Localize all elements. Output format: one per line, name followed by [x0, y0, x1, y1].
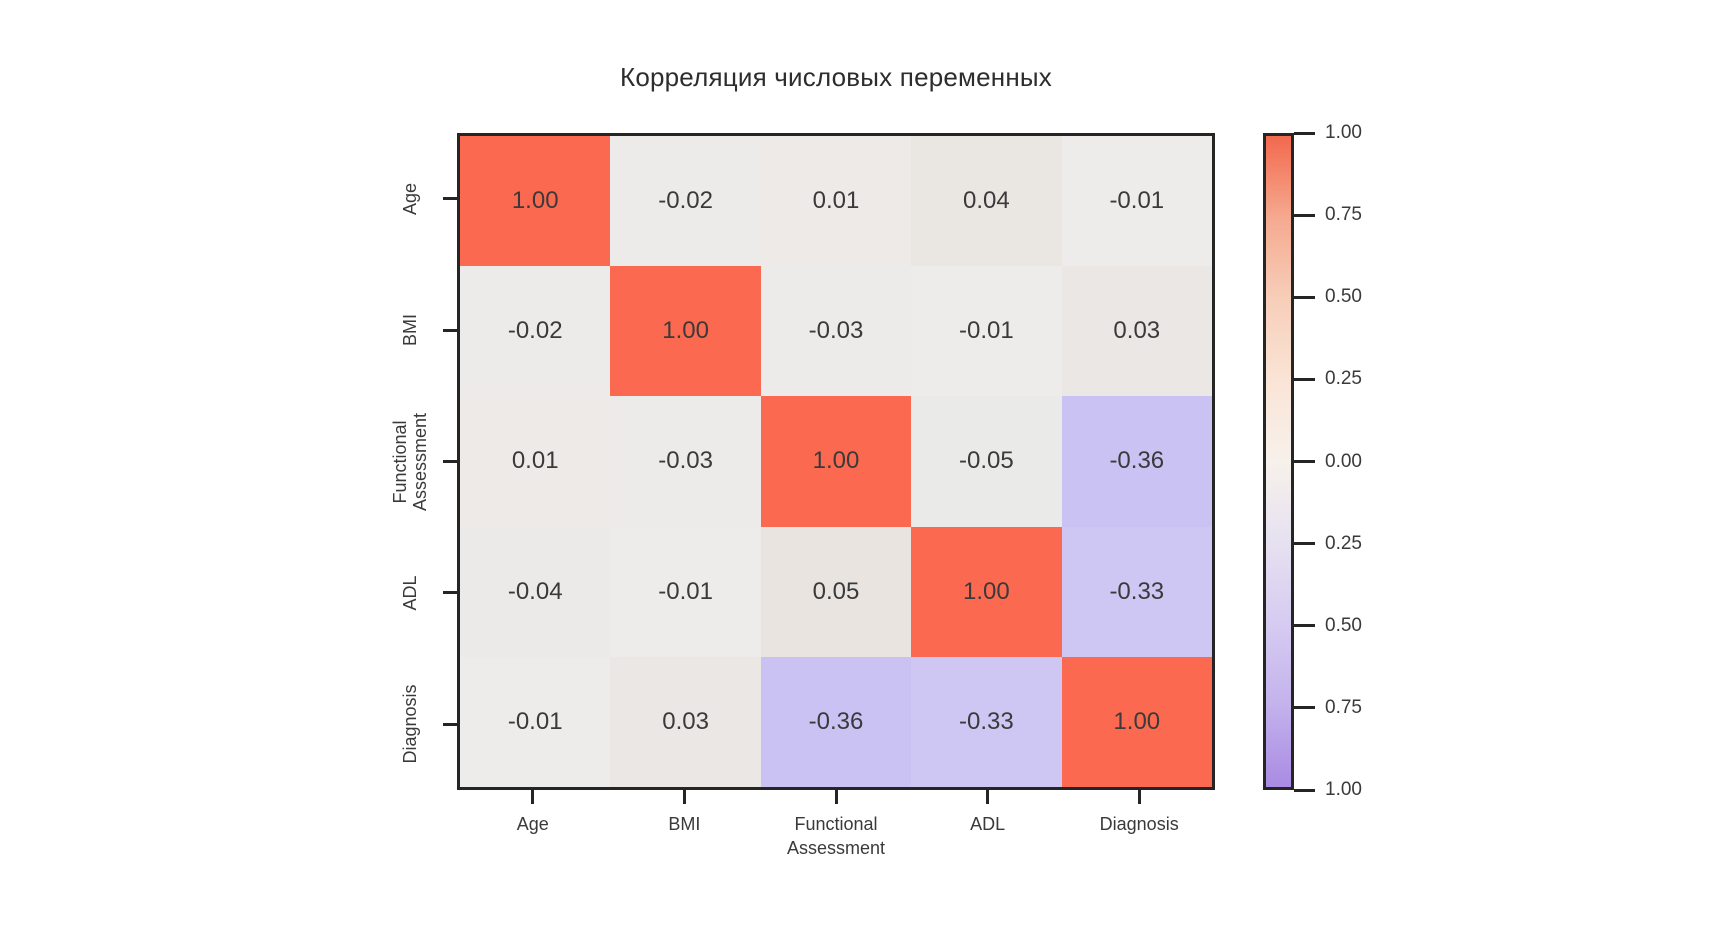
x-axis-tick: [682, 790, 686, 804]
heatmap-cell: -0.36: [1061, 396, 1212, 527]
heatmap-cell: -0.33: [911, 656, 1062, 787]
x-axis-label: ADL: [970, 814, 1006, 834]
y-axis-label: Age: [400, 182, 420, 215]
colorbar-tick: [1294, 788, 1315, 792]
colorbar-gradient: [1266, 136, 1291, 787]
heatmap-cell: -0.01: [460, 656, 611, 787]
x-axis-label: Diagnosis: [1099, 814, 1179, 834]
heatmap-cell: 1.00: [610, 266, 761, 397]
heatmap-cell: 0.05: [760, 526, 912, 657]
x-axis-tick: [1137, 790, 1141, 804]
y-axis-tick: [443, 591, 457, 595]
x-axis-tick: [834, 790, 838, 804]
heatmap-cell: 0.03: [610, 656, 761, 787]
heatmap-grid: 1.00 -0.02 0.01 0.04 -0.01 -0.02 1.00 -0.03 -0.0…: [460, 136, 1212, 787]
y-axis-label: ADL: [400, 575, 420, 611]
heatmap-cell: -0.05: [911, 396, 1062, 527]
colorbar-tick: [1294, 131, 1315, 135]
colorbar-tick-label: 0.75: [1325, 204, 1362, 226]
x-axis-tick: [986, 790, 990, 804]
colorbar-tick: [1294, 542, 1315, 546]
heatmap-cell: 0.01: [460, 396, 611, 527]
colorbar-tick-label: 0.50: [1325, 286, 1362, 308]
colorbar-tick: [1294, 460, 1315, 463]
y-axis-label: Diagnosis: [400, 684, 420, 764]
y-axis-tick: [443, 197, 457, 201]
heatmap-cell: -0.01: [610, 526, 761, 657]
x-axis-label: BMI: [668, 814, 701, 834]
heatmap-cell: 0.03: [1061, 266, 1212, 397]
colorbar-tick: [1294, 706, 1315, 710]
heatmap-cell: -0.03: [610, 396, 761, 527]
y-axis-tick: [443, 722, 457, 726]
colorbar-tick-label: 0.00: [1325, 450, 1362, 472]
heatmap-cell: -0.01: [911, 266, 1062, 397]
colorbar-tick-label: 0.25: [1325, 532, 1362, 554]
heatmap-plot-area: 1.00 -0.02 0.01 0.04 -0.01 -0.02 1.00 -0.03 -0.0…: [457, 133, 1215, 790]
heatmap-cell: -0.01: [1061, 136, 1212, 267]
colorbar-tick: [1294, 213, 1315, 217]
heatmap-cell: -0.03: [760, 266, 912, 397]
colorbar-tick: [1294, 377, 1315, 381]
colorbar-tick: [1294, 624, 1315, 628]
y-axis-label: BMI: [400, 314, 420, 347]
heatmap-cell: 1.00: [460, 136, 611, 267]
heatmap-cell: 0.04: [911, 136, 1062, 267]
heatmap-cell: 0.01: [760, 136, 912, 267]
x-axis-label: Age: [516, 814, 549, 834]
colorbar-tick-label: 0.75: [1325, 696, 1362, 718]
colorbar-tick-label: 1.00: [1325, 122, 1362, 143]
colorbar-tick-label: 1.00: [1325, 779, 1362, 800]
y-axis-tick: [443, 460, 457, 463]
heatmap-cell: -0.02: [460, 266, 611, 397]
y-axis-tick: [443, 328, 457, 332]
heatmap-cell: -0.33: [1061, 526, 1212, 657]
heatmap-cell: -0.02: [610, 136, 761, 267]
colorbar: [1263, 133, 1294, 790]
x-axis-label: Functional Assessment: [786, 814, 886, 858]
heatmap-cell: 1.00: [760, 396, 912, 527]
x-axis-tick: [531, 790, 535, 804]
heatmap-cell: -0.04: [460, 526, 611, 657]
colorbar-tick-label: 0.50: [1325, 614, 1362, 636]
heatmap-cell: 1.00: [1061, 656, 1212, 787]
heatmap-cell: -0.36: [760, 656, 912, 787]
y-axis-label: Functional Assessment: [390, 412, 430, 511]
colorbar-tick: [1294, 295, 1315, 299]
heatmap-cell: 1.00: [911, 526, 1062, 657]
chart-title: Корреляция числовых переменных: [619, 62, 1052, 92]
colorbar-tick-label: 0.25: [1325, 368, 1362, 390]
